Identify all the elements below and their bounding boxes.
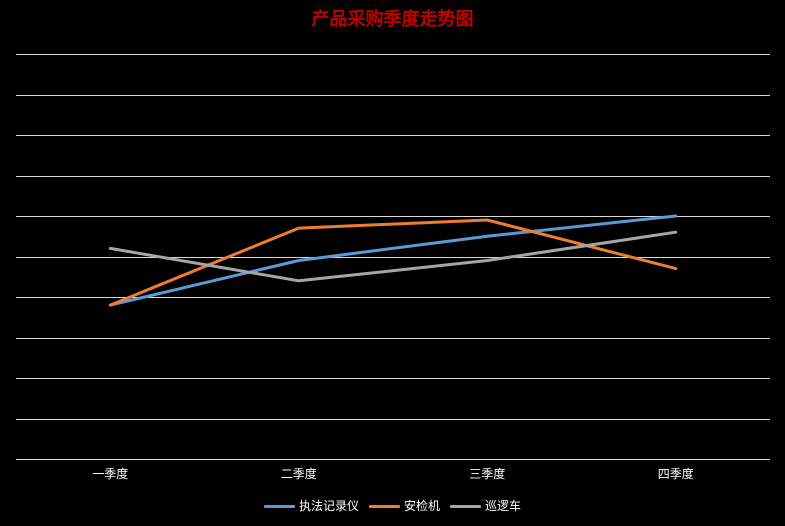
x-tick-label-4: 四季度 bbox=[658, 466, 694, 481]
x-tick-labels: 一季度 二季度 三季度 四季度 bbox=[92, 466, 694, 481]
x-tick-label-1: 一季度 bbox=[92, 466, 128, 481]
chart-title: 产品采购季度走势图 bbox=[311, 9, 474, 30]
x-tick-label-2: 二季度 bbox=[281, 466, 317, 481]
series-line-3[interactable] bbox=[108, 230, 678, 283]
legend-marker-series-1 bbox=[263, 504, 295, 508]
series-lines bbox=[108, 214, 678, 307]
legend-marker-series-2 bbox=[368, 504, 400, 508]
legend-item-series-1[interactable]: 执法记录仪 bbox=[263, 498, 359, 514]
x-tick-label-3: 三季度 bbox=[469, 466, 505, 481]
legend-label-series-3: 巡逻车 bbox=[485, 499, 522, 513]
legend: 执法记录仪 安检机 巡逻车 bbox=[0, 496, 785, 516]
legend-item-series-3[interactable]: 巡逻车 bbox=[450, 498, 521, 514]
series-line-1[interactable] bbox=[108, 214, 678, 307]
legend-label-series-1: 执法记录仪 bbox=[298, 499, 359, 513]
legend-label-series-2: 安检机 bbox=[403, 499, 440, 513]
legend-marker-series-3 bbox=[450, 504, 481, 508]
legend-item-series-2[interactable]: 安检机 bbox=[368, 498, 440, 514]
series-line-2[interactable] bbox=[108, 218, 678, 307]
gridlines bbox=[16, 54, 770, 460]
